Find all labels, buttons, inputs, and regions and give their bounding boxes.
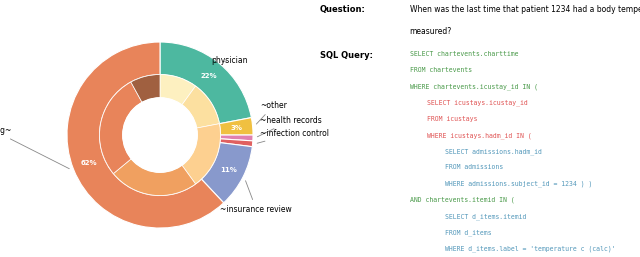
Wedge shape (220, 118, 253, 135)
Text: 62%: 62% (81, 160, 97, 166)
Text: FROM d_items: FROM d_items (445, 229, 492, 236)
Text: SELECT admissions.hadm_id: SELECT admissions.hadm_id (445, 148, 541, 155)
Wedge shape (182, 86, 220, 128)
Text: WHERE d_items.label = 'temperature c (calc)': WHERE d_items.label = 'temperature c (ca… (445, 245, 615, 252)
Text: SQL Query:: SQL Query: (320, 51, 373, 60)
Wedge shape (100, 82, 142, 173)
Text: ~infection control: ~infection control (257, 129, 330, 143)
Text: physician: physician (211, 56, 248, 65)
Wedge shape (182, 124, 220, 184)
Wedge shape (220, 135, 253, 141)
Text: nursing~: nursing~ (0, 126, 69, 169)
Wedge shape (160, 42, 252, 124)
Text: SELECT icustays.icustay_id: SELECT icustays.icustay_id (428, 99, 528, 106)
Text: WHERE chartevents.icustay_id IN (: WHERE chartevents.icustay_id IN ( (410, 83, 538, 90)
Wedge shape (160, 75, 196, 105)
Text: SELECT chartevents.charttime: SELECT chartevents.charttime (410, 51, 518, 57)
Wedge shape (113, 159, 196, 196)
Wedge shape (202, 143, 252, 203)
Text: WHERE admissions.subject_id = 1234 ) ): WHERE admissions.subject_id = 1234 ) ) (445, 180, 592, 187)
Wedge shape (131, 75, 160, 103)
Text: ~health records: ~health records (257, 116, 322, 137)
Text: 22%: 22% (200, 73, 217, 79)
Wedge shape (67, 42, 223, 228)
Text: 3%: 3% (230, 125, 243, 131)
Text: measured?: measured? (410, 27, 452, 36)
Wedge shape (220, 139, 253, 147)
Circle shape (123, 98, 197, 172)
Text: 11%: 11% (220, 167, 237, 173)
Text: AND chartevents.itemid IN (: AND chartevents.itemid IN ( (410, 197, 514, 203)
Text: FROM chartevents: FROM chartevents (410, 67, 472, 73)
Text: FROM admissions: FROM admissions (445, 164, 503, 170)
Text: When was the last time that patient 1234 had a body temperature: When was the last time that patient 1234… (410, 5, 640, 14)
Text: FROM icustays: FROM icustays (428, 116, 477, 122)
Text: Question:: Question: (320, 5, 366, 14)
Text: WHERE icustays.hadm_id IN (: WHERE icustays.hadm_id IN ( (428, 132, 532, 139)
Text: ~other: ~other (257, 101, 287, 124)
Text: SELECT d_items.itemid: SELECT d_items.itemid (445, 213, 526, 219)
Text: ~insurance review: ~insurance review (220, 181, 292, 214)
